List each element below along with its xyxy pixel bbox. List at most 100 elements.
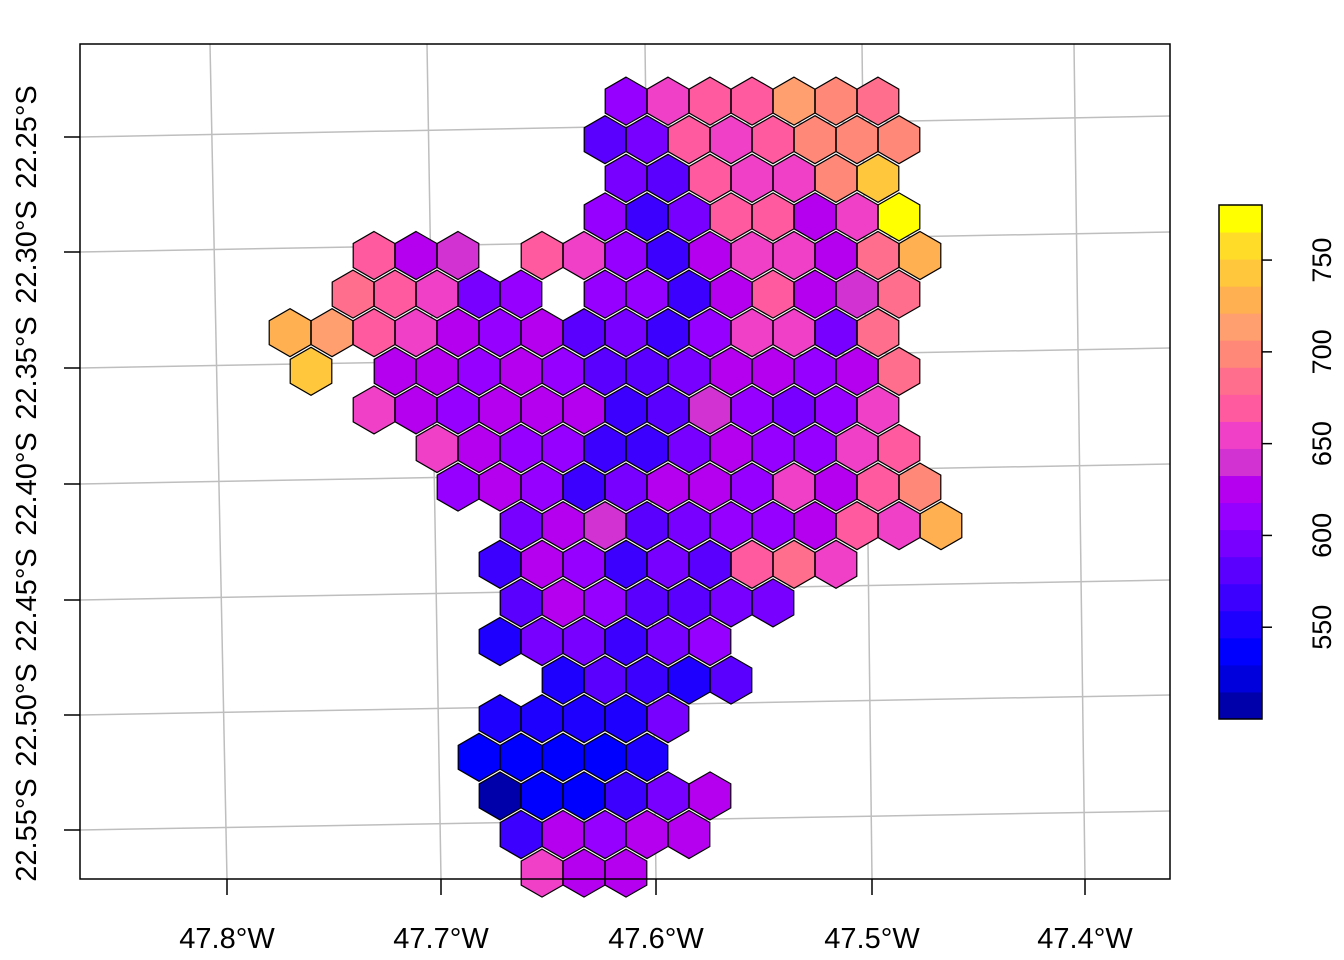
hexagon-cell bbox=[541, 501, 585, 551]
hexagon-cell bbox=[604, 230, 648, 281]
legend-color-bin bbox=[1219, 259, 1262, 287]
hexagon-cell bbox=[898, 462, 942, 512]
color-legend: 550 600 650 700 750 bbox=[1218, 204, 1337, 720]
hexagon-cell bbox=[457, 346, 501, 396]
hexagon-cell bbox=[709, 578, 753, 628]
legend-color-bin bbox=[1219, 556, 1262, 585]
hexagon-cell bbox=[877, 423, 921, 474]
hexagon-cell bbox=[772, 539, 816, 589]
hexagon-cell bbox=[751, 269, 795, 319]
x-tick-label: 47.7°W bbox=[393, 923, 489, 955]
hexagon-cell bbox=[394, 385, 438, 435]
hexagon-cell bbox=[394, 308, 438, 358]
legend-color-bin bbox=[1219, 583, 1262, 612]
hexagon-cell bbox=[562, 230, 606, 281]
hexagon-cell bbox=[667, 192, 711, 242]
hexagon-cell bbox=[562, 385, 606, 435]
hexagon-cell bbox=[625, 578, 669, 628]
graticule-line bbox=[79, 810, 1171, 831]
hexagon-cell bbox=[541, 423, 585, 474]
hexagon-cell bbox=[688, 153, 732, 203]
hexagon-cell bbox=[688, 308, 732, 358]
x-axis: 47.8°W 47.7°W 47.6°W 47.5°W 47.4°W bbox=[179, 879, 1133, 955]
hexagon-cell bbox=[373, 346, 417, 396]
hexagon-cell bbox=[436, 308, 480, 358]
x-tick-label: 47.8°W bbox=[179, 923, 275, 955]
hexagon-cell bbox=[520, 308, 564, 358]
hexagon-cell bbox=[751, 501, 795, 551]
hexagon-cell bbox=[604, 694, 648, 744]
hexagon-cell bbox=[877, 192, 921, 242]
hexagon-cell bbox=[499, 423, 543, 474]
hexagon-cell bbox=[625, 655, 669, 705]
legend-color-bin bbox=[1219, 637, 1262, 666]
hexagon-cell bbox=[625, 115, 669, 165]
x-tick-label: 47.6°W bbox=[608, 923, 704, 955]
hexagon-cell bbox=[604, 462, 648, 512]
hexagon-cell bbox=[646, 308, 690, 358]
legend-color-bin bbox=[1219, 448, 1262, 477]
hexagon-cell bbox=[688, 539, 732, 589]
hexagon-cell bbox=[331, 269, 375, 319]
hexagon-cell bbox=[835, 269, 879, 319]
hexagon-cell bbox=[835, 192, 879, 242]
hexagon-cell bbox=[520, 385, 564, 435]
hexagon-cell bbox=[562, 308, 606, 358]
hexagon-cell bbox=[856, 76, 900, 126]
hexagon-cell bbox=[625, 423, 669, 474]
hexagon-cell bbox=[583, 732, 627, 782]
hexagon-cell bbox=[583, 501, 627, 551]
hexagon-cell bbox=[772, 308, 816, 358]
hexagon-cell bbox=[877, 115, 921, 165]
hexagon-cell bbox=[310, 308, 354, 358]
legend-color-bin bbox=[1219, 205, 1262, 233]
legend-color-bin bbox=[1219, 286, 1262, 314]
hexagon-cell bbox=[604, 385, 648, 435]
legend-tick-label: 650 bbox=[1307, 421, 1337, 466]
hexagon-cell bbox=[730, 385, 774, 435]
hexagon-cell bbox=[415, 346, 459, 396]
hexagon-cell bbox=[478, 616, 522, 667]
hexagon-cell bbox=[856, 308, 900, 358]
hexagon-cell bbox=[604, 616, 648, 667]
hexagon-cell bbox=[709, 501, 753, 551]
hexagon-cell bbox=[625, 501, 669, 551]
hexagon-cell bbox=[793, 269, 837, 319]
legend-color-bin bbox=[1219, 529, 1262, 558]
legend-color-bin bbox=[1219, 475, 1262, 504]
hexagon-cell bbox=[457, 732, 501, 782]
hexagon-cell bbox=[730, 539, 774, 589]
hexagon-cell bbox=[373, 269, 417, 319]
hexagon-cell bbox=[436, 385, 480, 435]
hexagon-cell bbox=[856, 153, 900, 203]
hexagon-cell bbox=[583, 423, 627, 474]
hexagon-cell bbox=[583, 192, 627, 242]
hexagon-cell bbox=[751, 192, 795, 242]
hexagon-cell bbox=[688, 616, 732, 667]
hexagon-cell bbox=[646, 539, 690, 589]
hexagon-cell bbox=[667, 423, 711, 474]
hexagon-cell bbox=[583, 655, 627, 705]
hexagon-cell bbox=[856, 385, 900, 435]
x-tick-label: 47.4°W bbox=[1037, 923, 1133, 955]
hexagon-cell bbox=[352, 385, 396, 435]
hexagon-cell bbox=[646, 771, 690, 821]
hexagon-cell bbox=[751, 423, 795, 474]
hexagon-cell bbox=[520, 771, 564, 821]
y-tick-label: 22.30°S bbox=[11, 200, 43, 304]
hexagon-cell bbox=[688, 385, 732, 435]
hexagon-cell bbox=[583, 115, 627, 165]
legend-frame bbox=[1218, 204, 1263, 720]
hexagon-cell bbox=[499, 269, 543, 319]
x-tick-label: 47.5°W bbox=[824, 923, 920, 955]
hexagon-cell bbox=[709, 346, 753, 396]
hexagon-cell bbox=[583, 809, 627, 860]
hexagon-cell bbox=[709, 423, 753, 474]
hexagon-cell bbox=[667, 115, 711, 165]
hexagon-cell bbox=[520, 616, 564, 667]
graticule-line bbox=[79, 115, 1171, 138]
hexagon-cell bbox=[646, 694, 690, 744]
hexagon-cell bbox=[709, 655, 753, 705]
hexagon-cell bbox=[478, 539, 522, 589]
hexagon-cell bbox=[877, 501, 921, 551]
